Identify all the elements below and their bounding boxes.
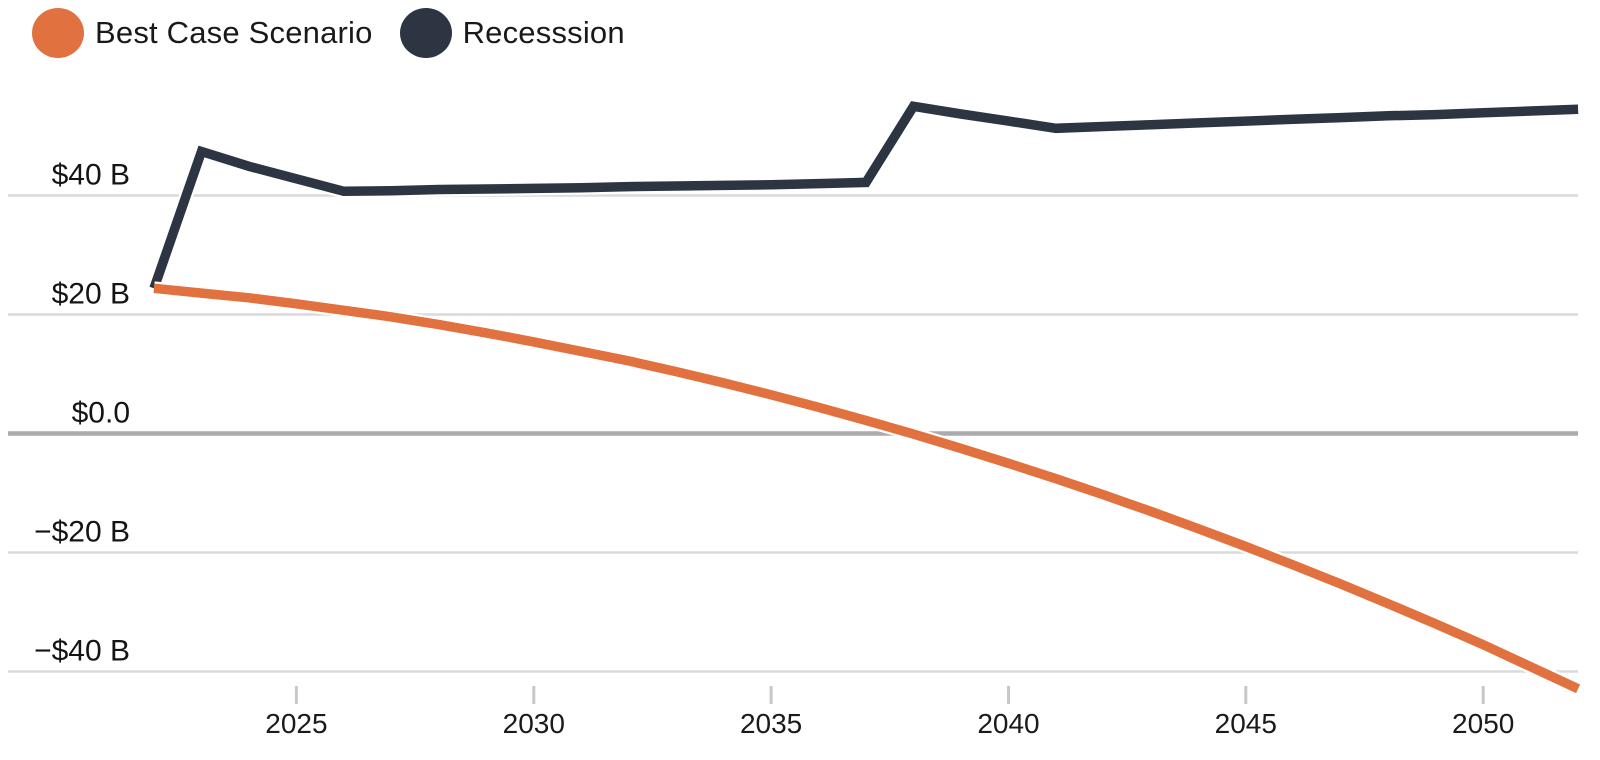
legend-label: Best Case Scenario	[95, 15, 373, 50]
y-axis-label: $40 B	[52, 159, 130, 192]
x-axis-label: 2050	[1452, 708, 1514, 739]
legend-swatch-icon	[32, 8, 84, 58]
legend-item-recesssion: Recesssion	[399, 8, 625, 58]
x-axis-label: 2025	[265, 708, 327, 739]
y-axis-label: $20 B	[52, 278, 130, 311]
y-axis-label: −$40 B	[34, 635, 130, 668]
series-line-best-case-scenario	[153, 283, 1581, 694]
y-axis-label: $0.0	[72, 397, 130, 430]
x-axis-label: 2040	[977, 708, 1039, 739]
legend-swatch-icon	[399, 8, 452, 58]
series-casing	[153, 281, 1582, 696]
x-axis-label: 2035	[740, 708, 802, 739]
legend-item-best-case-scenario: Best Case Scenario	[32, 8, 373, 58]
series-line-recesssion	[149, 101, 1579, 290]
x-axis-label: 2045	[1215, 708, 1277, 739]
legend-label: Recesssion	[462, 15, 625, 50]
y-axis-label: −$20 B	[34, 516, 130, 549]
x-axis-label: 2030	[503, 708, 565, 739]
chart-legend: Best Case Scenario Recesssion	[32, 8, 625, 58]
series-casing	[147, 98, 1579, 291]
